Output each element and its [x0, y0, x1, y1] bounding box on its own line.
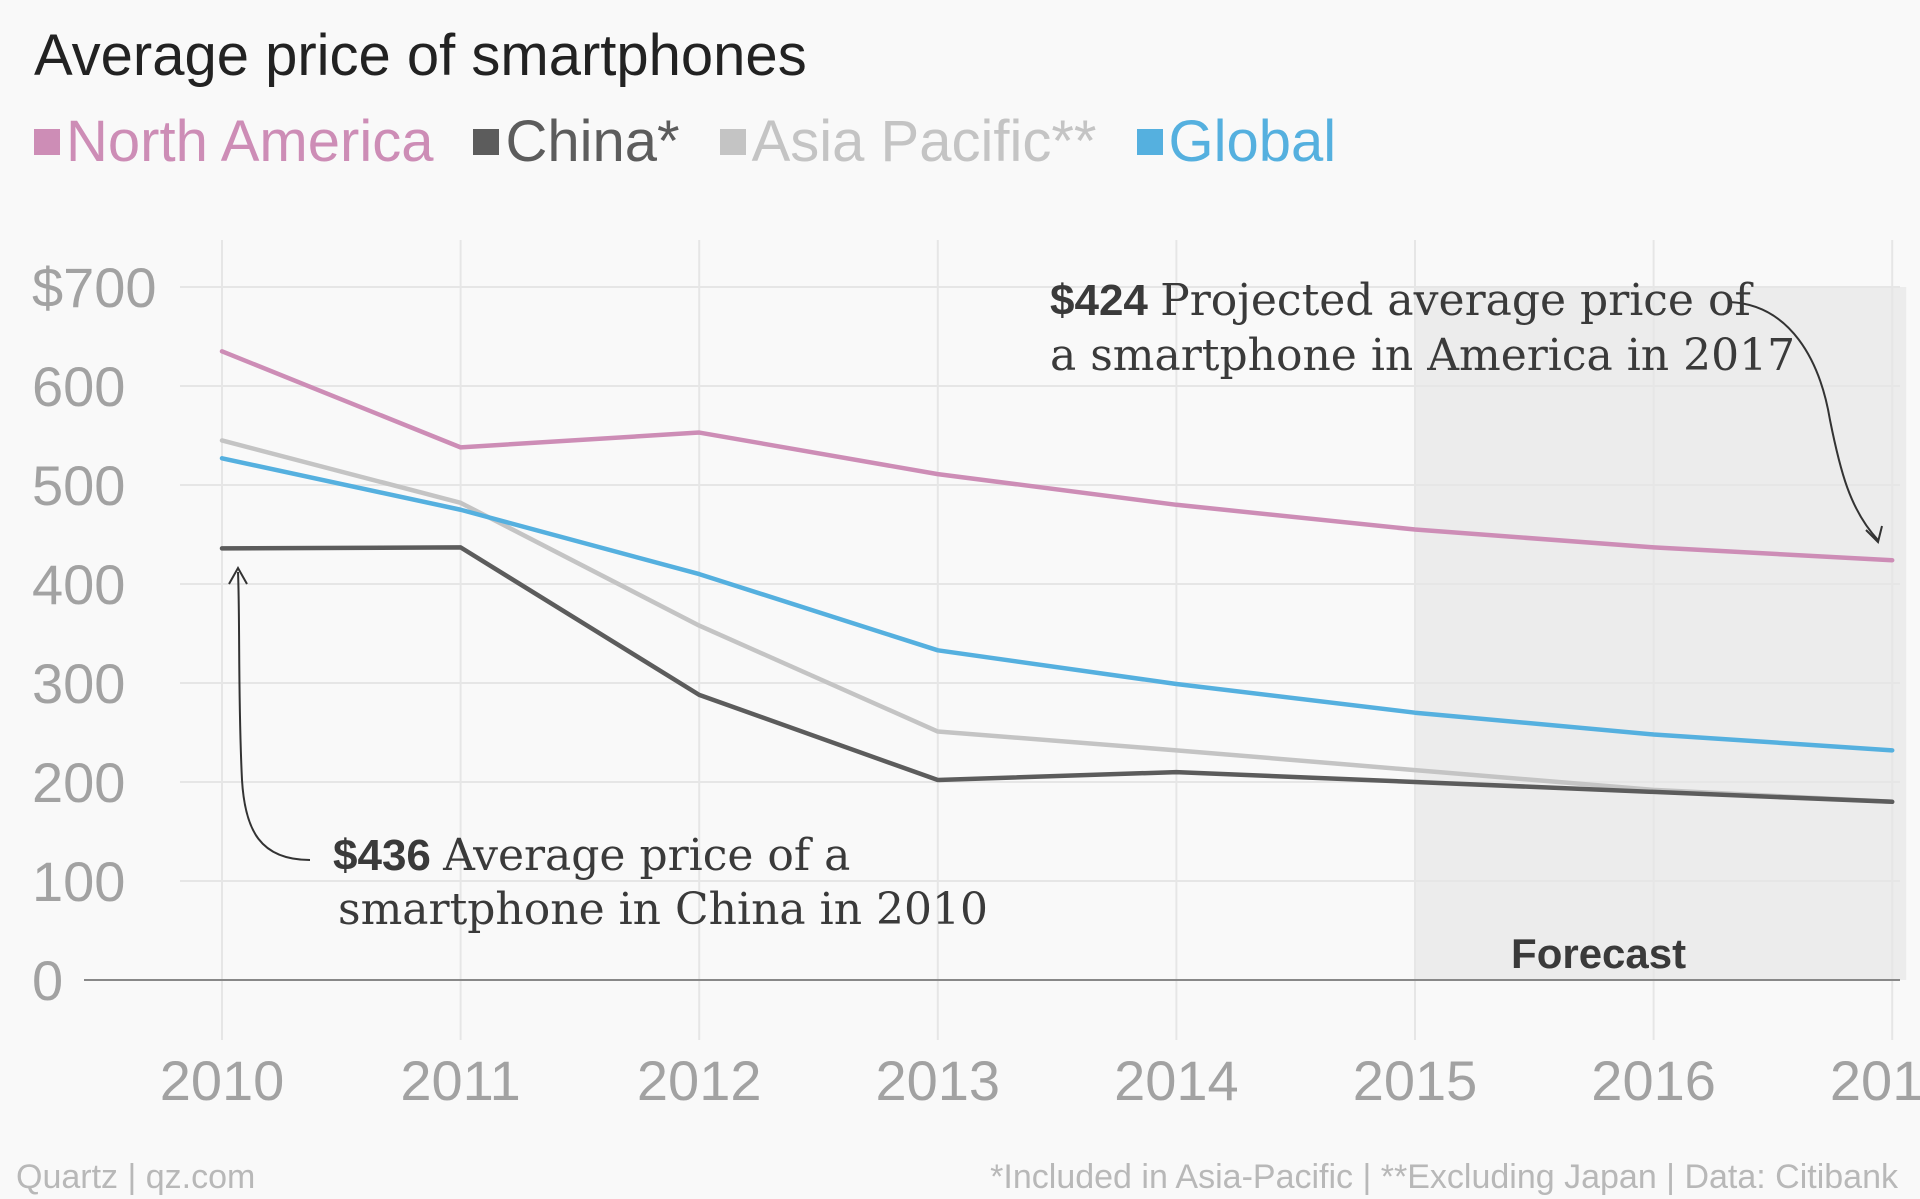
- legend-swatch-north-america: [34, 128, 60, 155]
- annotation-value-north-america: $424: [1050, 276, 1160, 325]
- annotation-north-america-line1: $424 Projected average price of: [1050, 275, 1753, 326]
- annotation-arrow-north-america: [1729, 301, 1879, 541]
- x-tick-label: 2011: [400, 1049, 520, 1112]
- series-line-global: [219, 456, 1895, 753]
- annotation-arrowhead-north-america: [1865, 525, 1883, 544]
- legend-label-global: Global: [1168, 109, 1337, 174]
- annotation-arrowhead-china: [228, 565, 248, 585]
- chart-title: Average price of smartphones: [34, 23, 807, 88]
- legend-item-global: Global: [1136, 108, 1337, 175]
- x-tick-label: 2016: [1591, 1049, 1716, 1112]
- footer-notes: *Included in Asia-Pacific | **Excluding …: [990, 1158, 1898, 1196]
- annotation-china-line2: smartphone in China in 2010: [338, 884, 988, 935]
- annotation-china-line1: $436 Average price of a: [333, 830, 850, 881]
- series-line-north-america: [219, 349, 1895, 563]
- annotation-value-china: $436: [333, 831, 443, 880]
- x-tick-label: 2015: [1353, 1049, 1478, 1112]
- y-tick-label: 600: [32, 355, 125, 418]
- annotation-text-north-america: Projected average price of: [1160, 275, 1753, 326]
- annotation-text-china: Average price of a: [442, 830, 850, 881]
- x-tick-label: 2017: [1830, 1049, 1920, 1112]
- forecast-label: Forecast: [1511, 930, 1686, 977]
- legend: North America China* Asia Pacific** Glob…: [34, 108, 1336, 175]
- legend-label-north-america: North America: [66, 109, 434, 174]
- legend-swatch-asia-pacific: [719, 128, 746, 155]
- series-line-asia-pacific: [219, 438, 1895, 805]
- x-tick-label: 2014: [1114, 1049, 1239, 1112]
- y-tick-label: 400: [32, 553, 125, 616]
- legend-item-china: China*: [473, 108, 680, 175]
- legend-item-north-america: North America: [34, 108, 433, 175]
- series-line-china: [219, 545, 1895, 805]
- annotation-arrow-china: [237, 571, 311, 861]
- legend-swatch-global: [1136, 128, 1163, 155]
- y-tick-label: 300: [32, 652, 125, 715]
- legend-label-asia-pacific: Asia Pacific**: [751, 109, 1097, 174]
- footer-source: Quartz | qz.com: [16, 1158, 256, 1196]
- forecast-region: [1415, 287, 1907, 980]
- y-tick-label: 500: [32, 454, 125, 517]
- legend-label-china: China*: [505, 109, 680, 174]
- y-tick-label: $700: [32, 256, 157, 319]
- x-tick-label: 2012: [637, 1049, 762, 1112]
- x-tick-label: 2010: [160, 1049, 285, 1112]
- legend-swatch-china: [473, 128, 500, 155]
- x-tick-label: 2013: [876, 1049, 1001, 1112]
- y-tick-label: 0: [32, 949, 63, 1012]
- annotation-north-america-line2: a smartphone in America in 2017: [1050, 330, 1795, 381]
- legend-item-asia-pacific: Asia Pacific**: [719, 108, 1097, 175]
- y-tick-label: 200: [32, 751, 125, 814]
- y-tick-label: 100: [32, 850, 125, 913]
